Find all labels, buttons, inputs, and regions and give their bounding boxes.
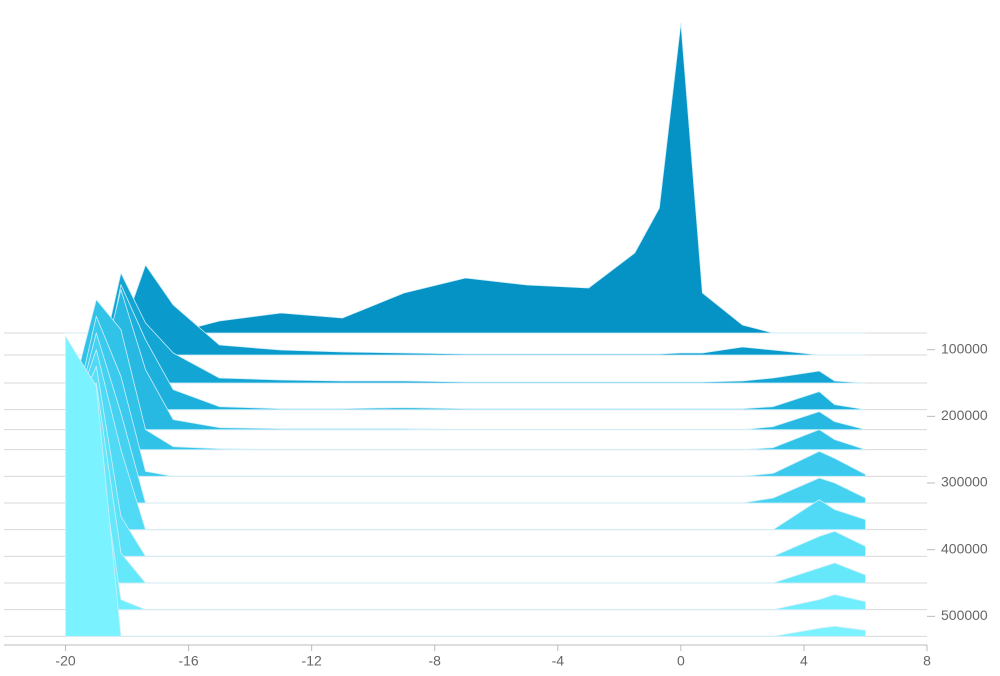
x-tick-label: -8 — [429, 653, 442, 669]
x-tick-label: -4 — [552, 653, 565, 669]
y-tick-label: 300000 — [941, 474, 988, 490]
ridge-area — [65, 299, 866, 451]
y-tick-label: 500000 — [941, 607, 988, 623]
x-tick-label: -12 — [302, 653, 322, 669]
ridge-area — [65, 382, 866, 584]
ridge-area — [65, 22, 866, 334]
x-tick-label: 8 — [923, 653, 931, 669]
y-tick-label: 200000 — [941, 407, 988, 423]
x-tick-label: 0 — [677, 653, 685, 669]
ridge-area — [65, 349, 866, 531]
ridge-area — [65, 289, 866, 431]
x-tick-label: -16 — [178, 653, 198, 669]
ridge-area — [65, 335, 866, 637]
ridge-area — [65, 332, 866, 504]
x-tick-label: -20 — [55, 653, 75, 669]
y-tick-label: 400000 — [941, 540, 988, 556]
ridge-area — [65, 365, 866, 557]
y-tick-label: 100000 — [941, 340, 988, 356]
ridge-area — [65, 315, 866, 477]
ridge-area — [65, 389, 866, 611]
x-tick-label: 4 — [800, 653, 808, 669]
